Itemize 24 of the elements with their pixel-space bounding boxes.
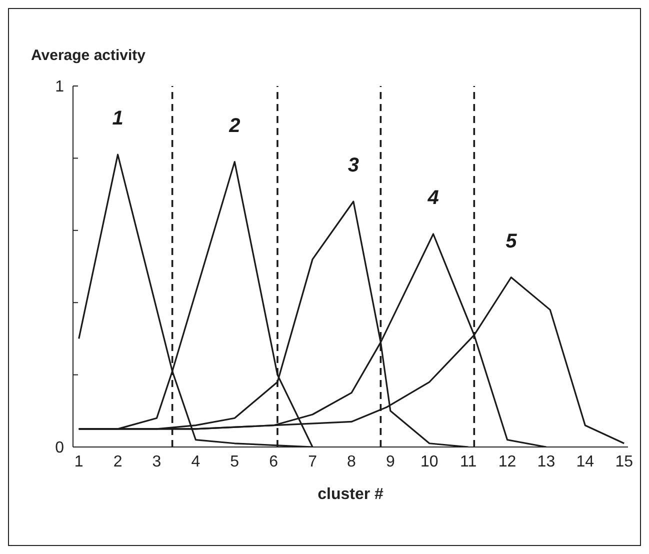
series-label: 2 xyxy=(228,114,240,137)
y-tick-label: 0 xyxy=(55,440,64,457)
x-tick-label: 15 xyxy=(615,453,634,470)
x-tick-label: 10 xyxy=(420,453,438,470)
x-tick-label: 3 xyxy=(152,453,162,470)
x-tick-label: 7 xyxy=(308,453,318,470)
x-axis-title: cluster # xyxy=(318,486,384,503)
x-tick-label: 12 xyxy=(498,453,516,470)
x-tick-label: 11 xyxy=(460,453,477,470)
series-label: 1 xyxy=(112,108,124,130)
series-label: 4 xyxy=(426,187,439,210)
x-tick-label: 14 xyxy=(576,453,594,470)
figure-border: Average activity 1 2 3 4 5 6 7 8 9 10 11 12 13 14 15 cluster # 0 1 1 2 3 4 5 xyxy=(8,8,641,546)
x-tick-label: 4 xyxy=(191,453,200,470)
y-axis-title: Average activity xyxy=(31,47,146,64)
x-tick-label: 1 xyxy=(74,453,84,470)
x-tick-label: 8 xyxy=(347,453,356,470)
series-label: 3 xyxy=(348,154,359,177)
series-label: 5 xyxy=(506,230,518,252)
x-tick-label: 9 xyxy=(386,453,395,470)
x-tick-label: 13 xyxy=(537,453,556,470)
x-tick-label: 5 xyxy=(230,453,240,470)
x-tick-label: 2 xyxy=(113,453,122,470)
x-tick-label: 6 xyxy=(269,453,278,470)
